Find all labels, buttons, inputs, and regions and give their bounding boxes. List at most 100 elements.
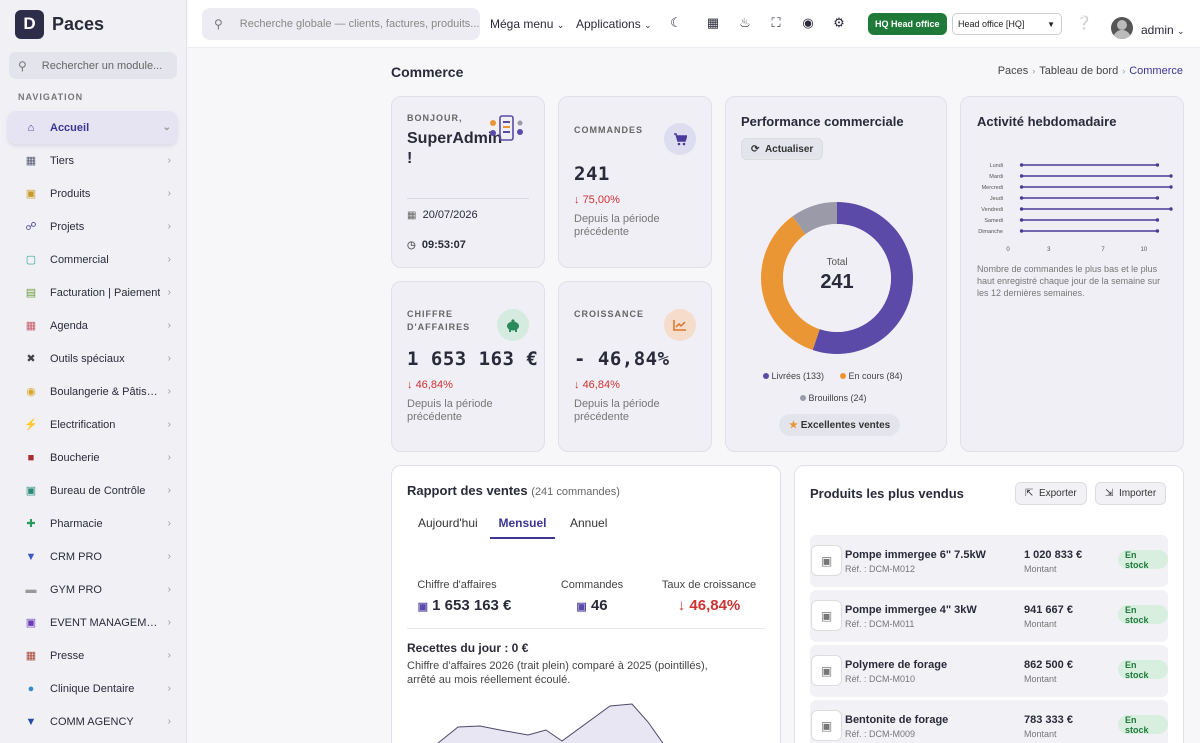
performance-badge-label: Excellentes ventes [800, 419, 891, 431]
logo[interactable]: D Paces [0, 0, 186, 48]
chevron-right-icon: › [167, 551, 171, 562]
sidebar-item[interactable]: ▦ Tiers › [8, 144, 177, 177]
sidebar-item[interactable]: ⚡ Electrification › [8, 408, 177, 441]
mega-menu-label: Méga menu [490, 17, 554, 31]
import-label: Importer [1118, 488, 1157, 499]
user-menu[interactable]: admin ⌄ [1141, 23, 1185, 37]
sidebar-item[interactable]: ■ Boucherie › [8, 441, 177, 474]
chevron-right-icon: › [167, 287, 171, 298]
sidebar-item[interactable]: ▼ CRM PRO › [8, 540, 177, 573]
kpi-revenue-value: 1 653 163 € [432, 597, 512, 614]
tab-yearly[interactable]: Annuel [570, 516, 608, 530]
sidebar-item-label: Projets [50, 220, 85, 233]
chevron-right-icon: › [167, 155, 171, 166]
module-search[interactable]: ⚲ Rechercher un module... [9, 52, 177, 79]
bell-icon[interactable]: ♨ [739, 15, 751, 30]
breadcrumb-item[interactable]: Tableau de bord [1039, 65, 1119, 77]
applications-menu[interactable]: Applications ⌄ [576, 17, 652, 31]
export-button[interactable]: ⇱ Exporter [1015, 482, 1087, 505]
product-row[interactable]: ▣ Pompe immergee 4" 3kW Réf. : DCM-M011 941… [810, 590, 1168, 642]
sidebar-item-label: Bureau de Contrôle [50, 484, 146, 497]
sidebar-item[interactable]: ▼ COMM AGENCY › [8, 705, 177, 738]
refresh-button[interactable]: ⟳ Actualiser [741, 138, 824, 160]
box-icon: ▣ [811, 545, 842, 576]
clock-icon: ◷ [407, 240, 416, 251]
tab-monthly[interactable]: Mensuel [490, 516, 555, 539]
sidebar-item[interactable]: ▦ Agenda › [8, 309, 177, 342]
global-search[interactable]: ⚲ Recherche globale — clients, factures,… [202, 8, 480, 40]
sales-subtitle: (241 commandes) [531, 486, 620, 498]
kpi-revenue: ▣ 1 653 163 € [392, 597, 537, 614]
breadcrumb-item[interactable]: Paces [997, 65, 1029, 77]
weekly-range-point [1169, 174, 1173, 178]
weekly-x-tick: 10 [1140, 247, 1147, 253]
sidebar-item-label: Electrification [50, 418, 116, 431]
mega-menu[interactable]: Méga menu ⌄ [490, 17, 564, 31]
refresh-label: Actualiser [764, 143, 814, 155]
donut-slice-brouillons[interactable] [792, 202, 837, 235]
tab-today[interactable]: Aujourd'hui [418, 516, 478, 530]
sidebar-item-label: Accueil [50, 121, 90, 134]
grid-icon[interactable]: ▦ [706, 15, 720, 30]
current-date: 20/07/2026 [422, 209, 478, 221]
product-row[interactable]: ▣ Pompe immergee 6" 7.5kW Réf. : DCM-M012 1… [810, 535, 1168, 587]
event-icon: ▣ [25, 617, 37, 629]
project-icon: ☍ [25, 221, 37, 233]
global-search-input[interactable]: Recherche globale — clients, factures, p… [239, 18, 480, 30]
sidebar-item[interactable]: ▤ Facturation | Paiement › [8, 276, 177, 309]
sidebar-item[interactable]: ▬ GYM PRO › [8, 573, 177, 606]
nav-section-label: NAVIGATION [18, 92, 84, 102]
revenue-change: ↓ 46,84% [407, 379, 453, 391]
revenue-card: CHIFFRE D'AFFAIRES 1 653 163 € ↓ 46,84% … [391, 281, 545, 452]
sidebar-item[interactable]: ● Clinique Dentaire › [8, 672, 177, 705]
sidebar-item[interactable]: ✚ Pharmacie › [8, 507, 177, 540]
user-greeting-name: SuperAdmin ! [407, 130, 503, 167]
revenue-value: 1 653 163 € [407, 348, 539, 370]
sidebar-item[interactable]: ▢ Commercial › [8, 243, 177, 276]
fullscreen-icon[interactable]: ⛶ [771, 15, 781, 30]
sidebar-item[interactable]: ▣ Produits › [8, 177, 177, 210]
product-amount-label: Montant [1024, 619, 1057, 629]
gear-icon[interactable]: ⚙ [833, 15, 845, 30]
performance-badge: ★ Excellentes ventes [779, 414, 901, 436]
kpi-orders-value: 46 [590, 597, 608, 614]
weekly-range-point [1019, 218, 1024, 222]
chevron-down-icon: ⌄ [644, 20, 652, 30]
import-button[interactable]: ⇲ Importer [1095, 482, 1167, 505]
product-row[interactable]: ▣ Polymere de forage Réf. : DCM-M010 862 50… [810, 645, 1168, 697]
cart-icon [664, 123, 696, 155]
help-icon[interactable]: ❔ [1076, 15, 1093, 30]
export-label: Exporter [1038, 488, 1077, 499]
weekly-range-point [1155, 229, 1160, 233]
breadcrumb-current: Commerce [1129, 65, 1183, 77]
office-select[interactable]: Head office [HQ] ▼ [952, 13, 1062, 35]
arrow-down-icon: ↓ [574, 194, 580, 206]
sidebar-item[interactable]: ☍ Projets › [8, 210, 177, 243]
legend-label: Brouillons (24) [808, 393, 867, 403]
chevron-down-icon: ⌄ [1177, 26, 1185, 36]
weekly-range-point [1019, 229, 1024, 233]
orders-note: Depuis la période précédente [574, 213, 660, 238]
donut-slice-encours[interactable] [761, 216, 820, 350]
donut-slice-livres[interactable] [812, 202, 913, 354]
chevron-right-icon: › [167, 683, 171, 694]
module-search-input[interactable]: Rechercher un module... [41, 59, 163, 72]
welcome-card: BONJOUR, SuperAdmin ! ▦ 20/07/2026 ◷ 09:… [391, 96, 545, 268]
product-amount-label: Montant [1024, 729, 1057, 739]
moon-icon[interactable]: ☾ [670, 15, 682, 30]
divider [407, 628, 765, 629]
sidebar-item[interactable]: ◉ Boulangerie & Pâtisserie › [8, 375, 177, 408]
sidebar-item[interactable]: ▦ Presse › [8, 639, 177, 672]
sidebar-item[interactable]: ⌂ Accueil ⌄ [8, 111, 177, 144]
product-row[interactable]: ▣ Bentonite de forage Réf. : DCM-M009 783 3… [810, 700, 1168, 743]
arrow-down-icon: ↓ [574, 379, 580, 391]
tooth-icon: ● [27, 682, 35, 695]
chevron-right-icon: › [167, 188, 171, 199]
sidebar-item[interactable]: ✖ Outils spéciaux › [8, 342, 177, 375]
sidebar-item[interactable]: ▣ Bureau de Contrôle › [8, 474, 177, 507]
palette-icon[interactable]: ◉ [802, 15, 814, 30]
avatar[interactable] [1111, 17, 1133, 39]
growth-label: CROISSANCE [574, 309, 645, 319]
sidebar-item[interactable]: ▣ EVENT MANAGEMENT › [8, 606, 177, 639]
weekly-day-label: Dimanche [978, 229, 1003, 235]
